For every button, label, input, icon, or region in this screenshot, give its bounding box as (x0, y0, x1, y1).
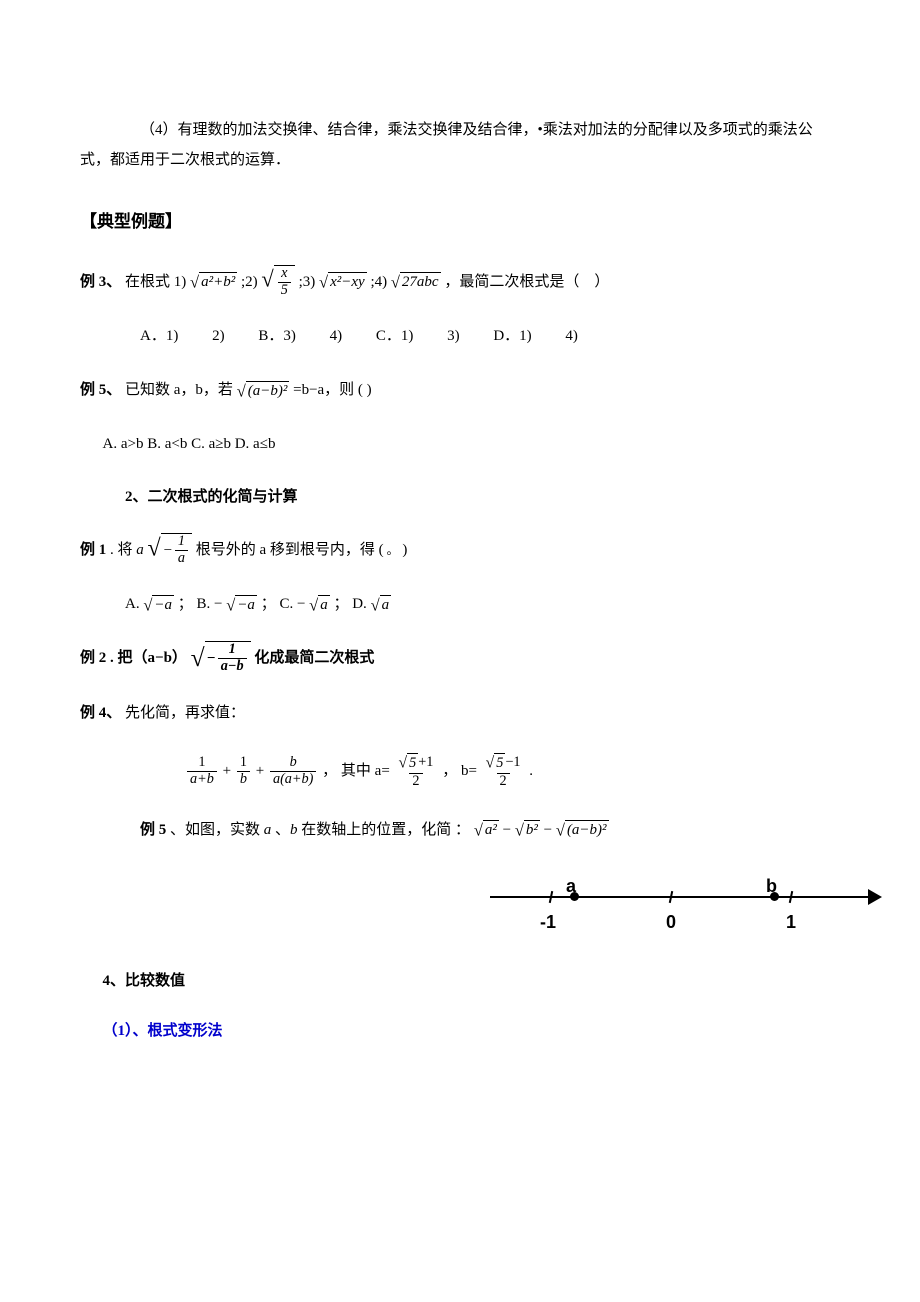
arrow-icon (868, 889, 882, 905)
sqrt-icon: √(a−b)² (556, 820, 609, 841)
example-4-lead: 先化简，再求值： (125, 705, 245, 721)
sep: ;4) (370, 274, 387, 290)
sqrt-icon: √x²−xy (319, 272, 367, 293)
sqrt-icon: √27abc (391, 272, 441, 293)
sqrt-icon: √ −1a−b (191, 641, 251, 676)
label-minus-1: -1 (540, 904, 556, 940)
example-3-label: 例 3、 (80, 274, 121, 290)
example-5a: 例 5、 已知数 a，b，若 √(a−b)² =b−a，则 ( ) (80, 372, 840, 408)
sqrt-icon: √b² (515, 820, 540, 841)
example-4-label: 例 4、 (80, 705, 121, 721)
example-5a-tail: =b−a，则 ( ) (293, 382, 372, 398)
example-5b-label: 例 5 (140, 822, 166, 838)
example-2-tail: 化成最简二次根式 (254, 650, 374, 666)
label-zero: 0 (666, 904, 676, 940)
point-b-label: b (766, 868, 777, 904)
label-one: 1 (786, 904, 796, 940)
number-line-axis (490, 896, 870, 898)
sqrt-icon: √ −1a (148, 533, 192, 568)
outer-a: a (136, 542, 144, 558)
section-title-examples: 【典型例题】 (80, 205, 840, 239)
number-line-figure: a b -1 0 1 (490, 866, 890, 936)
sqrt-icon: √ x5 (261, 265, 294, 300)
example-1-label: 例 1 (80, 542, 106, 558)
example-5b: 例 5 、如图，实数 a 、b 在数轴上的位置，化简 ： √a² − √b² −… (140, 812, 840, 848)
point-a-label: a (566, 868, 576, 904)
sqrt-icon: √a (371, 595, 392, 616)
example-4-expression: 1a+b + 1b + ba(a+b) ， 其中 a= √5+1 2 ， b= … (185, 749, 840, 794)
example-2: 例 2 . 把（a−b） √ −1a−b 化成最简二次根式 (80, 640, 840, 676)
example-3-options: A．1) 2) B．3) 4) C．1) 3) D．1) 4) (140, 318, 840, 354)
example-5a-label: 例 5、 (80, 382, 121, 398)
example-1-tail: 根号外的 a 移到根号内，得 ( (196, 542, 384, 558)
example-5a-options: A. a>b B. a<b C. a≥b D. a≤b (103, 426, 841, 462)
example-3: 例 3、 在根式 1) √a²+b² ;2) √ x5 ;3) √x²−xy ;… (80, 264, 840, 300)
example-1-options: A. √−a ； B. − √−a ； C. − √a ； D. √a (125, 586, 840, 622)
subsection-2-title: 2、二次根式的化简与计算 (125, 482, 840, 512)
document-page: （4）有理数的加法交换律、结合律，乘法交换律及结合律，•乘法对加法的分配律以及多… (0, 0, 920, 1302)
sep: ;2) (241, 274, 258, 290)
sqrt-icon: √a²+b² (190, 272, 237, 293)
example-3-lead: 在根式 1) (125, 274, 190, 290)
example-4: 例 4、 先化简，再求值： (80, 695, 840, 731)
sqrt-icon: √a² (474, 820, 499, 841)
example-1-lead: . 将 (110, 542, 136, 558)
sqrt-icon: √(a−b)² (237, 381, 290, 402)
example-2-label: 例 2 (80, 650, 106, 666)
example-3-tail: ，最简二次根式是（ ） (444, 274, 609, 290)
intro-paragraph: （4）有理数的加法交换律、结合律，乘法交换律及结合律，•乘法对加法的分配律以及多… (80, 115, 840, 175)
sqrt-icon: √−a (226, 595, 257, 616)
example-5a-lead: 已知数 a，b，若 (125, 382, 233, 398)
example-2-lead: . 把（a−b） (110, 650, 187, 666)
subsection-4-1-title: （1）、根式变形法 (103, 1016, 841, 1046)
section-4-title: 4、比较数值 (103, 966, 841, 996)
sep: ;3) (299, 274, 316, 290)
example-1: 例 1 . 将 a √ −1a 根号外的 a 移到根号内，得 ( 。 ) (80, 532, 840, 568)
sqrt-icon: √−a (143, 595, 174, 616)
sqrt-icon: √a (309, 595, 330, 616)
